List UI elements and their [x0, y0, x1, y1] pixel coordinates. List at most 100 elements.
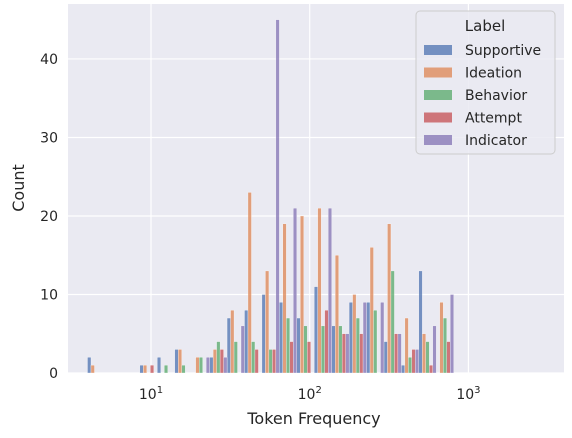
bar-attempt	[150, 365, 153, 373]
bar-supportive	[279, 302, 282, 373]
bar-behavior	[182, 365, 185, 373]
bar-supportive	[157, 357, 160, 373]
legend-swatch-ideation	[424, 68, 452, 78]
bar-behavior	[234, 342, 237, 373]
bar-behavior	[374, 310, 377, 373]
bar-ideation	[196, 357, 199, 373]
y-tick-labels: 0 10 20 30 40	[40, 52, 58, 382]
bar-supportive	[244, 310, 247, 373]
legend-label-attempt: Attempt	[465, 111, 522, 127]
bar-supportive	[349, 302, 352, 373]
bar-behavior	[304, 326, 307, 373]
bar-attempt	[290, 342, 293, 373]
bar-behavior	[408, 357, 411, 373]
bar-attempt	[272, 349, 275, 373]
bar-behavior	[391, 271, 394, 373]
bar-behavior	[251, 342, 254, 373]
bar-ideation	[440, 302, 443, 373]
bar-ideation	[143, 365, 146, 373]
bar-behavior	[443, 318, 446, 373]
legend-label-ideation: Ideation	[465, 66, 522, 82]
bar-attempt	[360, 334, 363, 373]
bar-supportive	[210, 357, 213, 373]
bar-indicator	[415, 349, 418, 373]
bar-ideation	[265, 271, 268, 373]
bar-attempt	[255, 349, 258, 373]
bar-supportive	[87, 357, 90, 373]
bar-ideation	[335, 255, 338, 373]
legend-label-behavior: Behavior	[465, 88, 527, 104]
bar-indicator	[380, 302, 383, 373]
bar-attempt	[325, 310, 328, 373]
bar-behavior	[321, 326, 324, 373]
bar-behavior	[356, 318, 359, 373]
y-tick-label: 40	[40, 52, 58, 68]
bar-behavior	[339, 326, 342, 373]
bar-ideation	[91, 365, 94, 373]
bar-supportive	[384, 342, 387, 373]
bar-ideation	[213, 349, 216, 373]
bar-ideation	[178, 349, 181, 373]
bar-attempt	[412, 349, 415, 373]
bar-attempt	[447, 342, 450, 373]
bar-ideation	[231, 310, 234, 373]
bar-supportive	[401, 365, 404, 373]
bar-supportive	[297, 318, 300, 373]
bar-attempt	[342, 334, 345, 373]
bar-attempt	[394, 334, 397, 373]
x-tick-labels: 101 102 103	[139, 385, 481, 403]
bar-behavior	[164, 365, 167, 373]
legend: Label Supportive Ideation Behavior Attempt I…	[416, 11, 555, 154]
legend-label-supportive: Supportive	[465, 43, 541, 59]
bar-ideation	[318, 208, 321, 373]
bar-supportive	[314, 287, 317, 373]
legend-swatch-attempt	[424, 113, 452, 123]
bar-attempt	[220, 349, 223, 373]
bar-behavior	[217, 342, 220, 373]
legend-swatch-indicator	[424, 135, 452, 145]
legend-label-indicator: Indicator	[465, 133, 527, 149]
x-tick-label: 101	[139, 385, 163, 403]
bar-indicator	[276, 20, 279, 373]
bar-ideation	[387, 224, 390, 373]
bar-supportive	[227, 318, 230, 373]
legend-title: Label	[465, 17, 505, 35]
bar-supportive	[419, 271, 422, 373]
bar-ideation	[405, 318, 408, 373]
y-tick-label: 10	[40, 287, 58, 303]
bar-indicator	[346, 334, 349, 373]
bar-supportive	[175, 349, 178, 373]
bar-ideation	[248, 192, 251, 373]
x-tick-label: 103	[456, 385, 480, 403]
bar-indicator	[450, 294, 453, 373]
bar-supportive	[262, 294, 265, 373]
y-tick-label: 30	[40, 130, 58, 146]
bar-behavior	[269, 349, 272, 373]
bar-ideation	[353, 294, 356, 373]
legend-swatch-supportive	[424, 45, 452, 55]
bar-indicator	[206, 357, 209, 373]
y-tick-label: 0	[49, 366, 58, 382]
bar-indicator	[241, 326, 244, 373]
bar-ideation	[370, 247, 373, 373]
bar-supportive	[367, 302, 370, 373]
bar-indicator	[398, 334, 401, 373]
bar-attempt	[307, 342, 310, 373]
bar-behavior	[199, 357, 202, 373]
bar-behavior	[426, 342, 429, 373]
bar-attempt	[429, 365, 432, 373]
bar-supportive	[140, 365, 143, 373]
bar-indicator	[433, 326, 436, 373]
bar-supportive	[332, 326, 335, 373]
bar-behavior	[286, 318, 289, 373]
legend-swatch-behavior	[424, 90, 452, 100]
x-tick-label: 102	[298, 385, 322, 403]
bar-indicator	[363, 302, 366, 373]
bar-indicator	[224, 357, 227, 373]
bar-ideation	[283, 224, 286, 373]
bar-ideation	[422, 334, 425, 373]
x-axis-label: Token Frequency	[246, 409, 380, 428]
y-tick-label: 20	[40, 209, 58, 225]
y-axis-label: Count	[9, 164, 28, 212]
